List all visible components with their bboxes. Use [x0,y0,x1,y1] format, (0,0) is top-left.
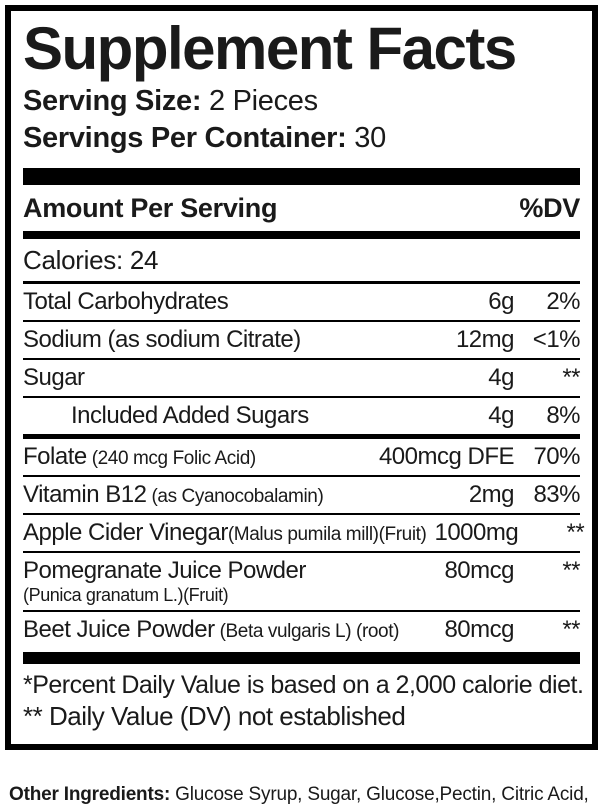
nutrient-row-pomegranate-juice-powder: Pomegranate Juice Powder (Punica granatum… [23,553,581,613]
nutrient-amount: 4g [488,364,514,392]
supplement-facts-panel: Supplement Facts Serving Size: 2 Pieces … [5,5,598,750]
nutrient-amount: 2mg [468,480,515,508]
nutrient-note: (Punica granatum L.)(Fruit) [23,585,229,606]
nutrient-dv: 70% [533,442,580,470]
nutrient-note: (240 mcg Folic Acid) [91,447,257,469]
separator-bar-header [23,231,580,240]
nutrient-row-beet-juice-powder: Beet Juice Powder (Beta vulgaris L) (root… [23,612,581,652]
serving-size-label: Serving Size: [23,84,202,117]
nutrient-dv: 2% [546,288,580,316]
nutrient-dv: 83% [533,480,580,508]
nutrient-row-folate: Folate (240 mcg Folic Acid) 400mcg DFE 70… [23,439,581,477]
nutrient-row-vitamin-b12: Vitamin B12 (as Cyanocobalamin) 2mg 83% [23,477,581,515]
nutrient-dv: ** [566,518,585,546]
serving-size-line: Serving Size: 2 Pieces [23,84,580,119]
nutrient-note: (Malus pumila mill)(Fruit) [227,523,427,545]
servings-per-container-value: 30 [354,121,386,154]
serving-size-value: 2 Pieces [208,84,318,117]
nutrient-amount: 80mcg [444,616,514,644]
nutrient-amount: 1000mg [434,518,519,546]
amount-per-serving-header: Amount Per Serving [23,193,278,224]
nutrient-name: Included Added Sugars [71,402,309,430]
nutrient-name: Sugar [23,364,85,392]
nutrient-name: Pomegranate Juice Powder [23,556,306,584]
nutrient-note: (Beta vulgaris L) (root) [219,621,400,643]
nutrient-dv: <1% [532,326,581,354]
nutrient-dv: 8% [546,402,580,430]
nutrient-amount: 80mcg [444,556,514,584]
other-ingredients-text: Glucose Syrup, Sugar, Glucose,Pectin, Ci… [175,783,589,805]
dv-header: %DV [519,193,580,224]
calories-row: Calories: 24 [23,239,580,285]
nutrient-name: Beet Juice Powder [23,616,215,644]
nutrient-amount: 400mcg DFE [378,442,515,470]
other-ingredients-label: Other Ingredients: [9,783,171,805]
nutrient-row-total-carbohydrates: Total Carbohydrates 6g 2% [23,284,581,323]
nutrient-name: Vitamin B12 [23,480,147,508]
calories-value: 24 [129,245,159,276]
nutrient-amount: 4g [488,402,514,430]
nutrient-note: (as Cyanocobalamin) [151,485,324,507]
separator-bar-bottom [23,652,580,665]
nutrient-name: Sodium (as sodium Citrate) [23,326,301,354]
nutrient-name: Apple Cider Vinegar [23,518,228,546]
servings-per-container-label: Servings Per Container: [23,121,347,154]
nutrient-dv: ** [562,364,580,392]
footnote-not-established: ** Daily Value (DV) not established [23,700,406,731]
panel-title: Supplement Facts [23,15,517,82]
column-header-row: Amount Per Serving %DV [23,185,580,231]
servings-per-container-line: Servings Per Container: 30 [23,121,580,156]
footnotes: *Percent Daily Value is based on a 2,000… [23,664,584,732]
nutrient-dv: ** [562,616,580,644]
nutrient-row-sodium: Sodium (as sodium Citrate) 12mg <1% [23,322,581,361]
nutrient-amount: 6g [488,288,514,316]
nutrient-row-sugar: Sugar 4g ** [23,360,581,399]
footnote-daily-value: *Percent Daily Value is based on a 2,000… [23,671,584,700]
nutrient-name: Total Carbohydrates [23,288,229,316]
other-ingredients: Other Ingredients: Glucose Syrup, Sugar,… [9,780,597,809]
separator-bar-top [23,168,580,186]
nutrient-row-included-added-sugars: Included Added Sugars 4g 8% [23,398,581,439]
nutrient-dv: ** [562,556,580,584]
calories-label: Calories: [23,245,123,276]
nutrient-name: Folate [23,442,87,470]
nutrient-amount: 12mg [455,326,515,354]
nutrient-row-apple-cider-vinegar: Apple Cider Vinegar(Malus pumila mill)(F… [23,515,585,553]
